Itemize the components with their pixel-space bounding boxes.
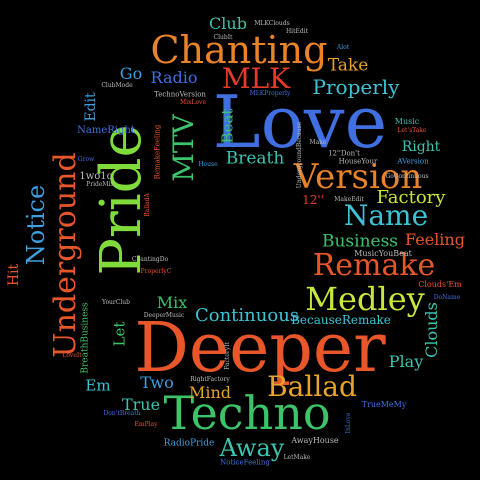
- word-because-remake: BecauseRemake: [291, 313, 391, 327]
- word-in-love: InLove: [345, 412, 352, 434]
- word-chanting-do: ChantingDo: [131, 256, 169, 263]
- word-two: Two: [140, 373, 174, 392]
- word-edit: Edit: [83, 92, 99, 122]
- word-mlk: MLK: [221, 62, 291, 95]
- word-feeling: Feeling: [405, 230, 465, 249]
- word-clouds: Clouds: [422, 302, 441, 358]
- word-techno-version: TechnoVersion: [154, 90, 206, 99]
- word-true-me-my: TrueMeMy: [361, 400, 407, 409]
- word-properly-c: ProperlyC: [140, 268, 172, 275]
- word-make: Make: [309, 139, 327, 146]
- word-12-inch-dont: 12''Don't: [328, 149, 360, 158]
- word-lets-take: Let'sTake: [397, 127, 427, 134]
- word-mlk-properly: MLKProperly: [249, 90, 291, 97]
- word-mtv: MTV: [167, 114, 200, 182]
- word-mix-love: MixLove: [180, 99, 206, 106]
- word-em: Em: [85, 376, 111, 395]
- word-house: House: [198, 161, 218, 168]
- word-do-name: DoName: [433, 294, 461, 301]
- word-underground: Underground: [48, 152, 83, 358]
- word-right-factory: RightFactory: [190, 376, 230, 383]
- word-radio-pride: RadioPride: [163, 438, 215, 449]
- word-1wo1o: 1wo1o: [79, 171, 113, 182]
- word-house-your: HouseYour: [338, 157, 378, 166]
- word-clouds-em: Clouds'Em: [418, 280, 462, 289]
- word-factory-it: FactoryIt: [224, 342, 231, 370]
- word-away: Away: [219, 434, 285, 462]
- word-right: Right: [401, 139, 441, 155]
- word-medley: Medley: [305, 280, 425, 318]
- word-let-make: LetMake: [283, 454, 311, 461]
- word-let: Let: [110, 321, 129, 347]
- word-go-continuous: GoContinuous: [385, 173, 429, 180]
- word-grow: Grow: [77, 156, 95, 163]
- word-name: Name: [343, 199, 429, 232]
- word-pride: Pride: [89, 124, 154, 276]
- word-take: Take: [327, 55, 369, 76]
- word-business: Business: [321, 231, 399, 252]
- word-ballad-a: BalladA: [144, 193, 151, 217]
- word-hit: Hit: [6, 263, 22, 287]
- word-12-inch: 12'': [302, 193, 324, 207]
- word-love-it: LoveIt: [62, 352, 82, 359]
- word-dont-breath: Don'tBreath: [103, 410, 141, 417]
- word-em-play: EmPlay: [134, 421, 158, 428]
- word-music: Music: [394, 117, 420, 126]
- word-mix: Mix: [156, 293, 188, 312]
- word-make-edit: MakeEdit: [334, 196, 364, 203]
- word-breath-business: BreathBusiness: [80, 302, 91, 374]
- word-alot: Alot: [336, 44, 350, 51]
- word-name-right: NameRight: [77, 125, 135, 136]
- word-true: True: [121, 395, 161, 414]
- word-hit-edit: HitEdit: [285, 28, 309, 35]
- word-underground-because: UndergroundBecause: [296, 121, 303, 189]
- word-club-mode: ClubMode: [101, 82, 133, 89]
- word-remake-feeling: RemakeFeeling: [153, 124, 162, 180]
- word-properly: Properly: [312, 75, 400, 99]
- word-love: Love: [212, 80, 388, 164]
- word-remake: Remake: [312, 248, 436, 283]
- word-techno: Techno: [163, 386, 331, 440]
- word-play: Play: [388, 352, 424, 371]
- word-beat: Beat: [218, 108, 237, 144]
- word-mind: Mind: [188, 383, 232, 402]
- word-factory: Factory: [376, 187, 446, 208]
- word-ballad: Ballad: [267, 370, 357, 403]
- word-radio: Radio: [150, 68, 198, 87]
- word-club: Club: [209, 14, 247, 33]
- word-chanting: Chanting: [150, 28, 328, 72]
- word-go: Go: [119, 64, 143, 83]
- word-deeper-music: DeeperMusic: [143, 312, 185, 319]
- word-deeper: Deeper: [134, 309, 386, 388]
- word-breath: Breath: [225, 148, 285, 169]
- word-continuous: Continuous: [194, 305, 300, 326]
- word-music-you-beat: MusicYouBeat: [354, 249, 412, 258]
- word-pride-mix: PrideMix: [86, 181, 114, 188]
- word-club-it: ClubIt: [213, 34, 233, 41]
- word-notice: Notice: [22, 184, 50, 266]
- word-a-version: AVersion: [397, 157, 429, 166]
- word-your-club: YourClub: [102, 299, 130, 306]
- word-notice-feeling: NoticeFeeling: [220, 458, 270, 467]
- word-away-house: AwayHouse: [291, 436, 339, 445]
- word-mlk-clouds: MLKClouds: [254, 20, 290, 27]
- word-version: Version: [293, 157, 423, 197]
